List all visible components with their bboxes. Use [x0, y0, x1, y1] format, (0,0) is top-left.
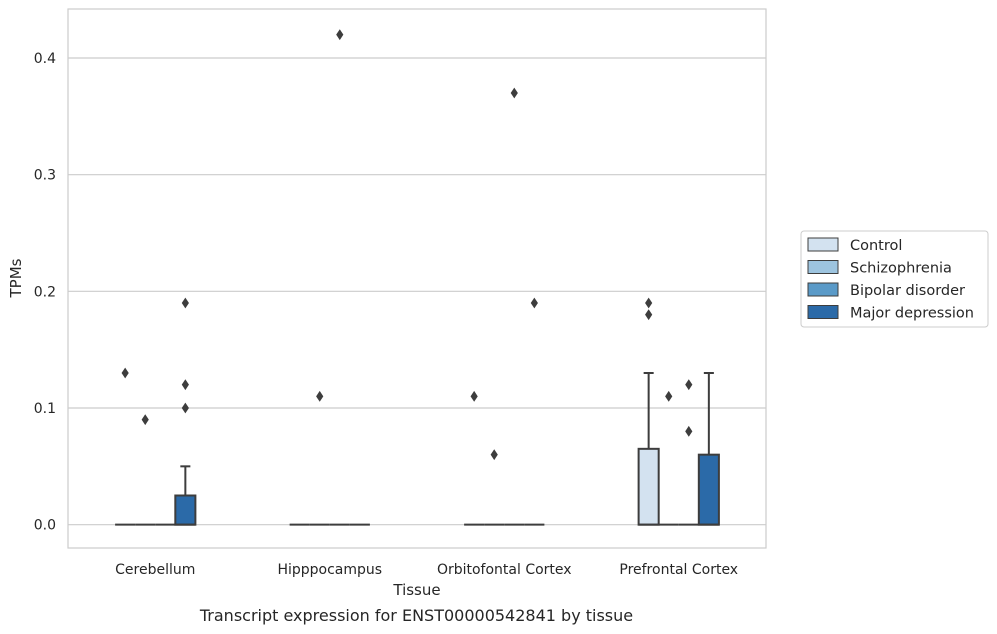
box-schizophrenia	[135, 414, 156, 526]
grid-lines	[68, 57, 766, 526]
y-tick-label: 0.1	[34, 401, 56, 417]
box-bipolar-disorder	[678, 379, 699, 526]
y-tick-label: 0.4	[34, 51, 56, 67]
legend-swatch	[807, 237, 839, 252]
y-tick-label: 0.2	[34, 284, 56, 300]
legend-label: Schizophrenia	[850, 261, 952, 277]
outlier-point	[121, 367, 129, 379]
outlier-point	[316, 390, 324, 402]
y-tick-label: 0.3	[34, 168, 56, 184]
box-schizophrenia	[484, 449, 505, 526]
outlier-point	[141, 414, 149, 426]
outlier-point	[645, 297, 653, 309]
outlier-point	[181, 402, 189, 414]
outlier-point	[645, 309, 653, 321]
legend-swatch	[807, 260, 839, 274]
x-axis-tick-labels: Cerebellum Hipppocampus Orbitofontal Corte…	[115, 562, 738, 578]
outlier-point	[665, 390, 673, 402]
y-axis-tick-labels: 0.0 0.1 0.2 0.3 0.4	[34, 51, 56, 534]
plot-area-border	[67, 8, 767, 549]
outlier-point	[490, 449, 498, 461]
box-plot-marks	[115, 29, 720, 526]
box-major-depression	[524, 297, 545, 526]
box-major-depression	[697, 372, 720, 526]
legend: Control Schizophrenia Bipolar disorder Majo…	[800, 230, 989, 328]
legend-swatch	[807, 282, 839, 297]
box-control	[637, 297, 660, 526]
box-bipolar-disorder	[504, 87, 525, 526]
box-schizophrenia	[309, 390, 330, 526]
box-schizophrenia	[658, 390, 679, 526]
outlier-point	[470, 390, 478, 402]
x-tick-label: Cerebellum	[115, 562, 195, 578]
box-control	[115, 367, 136, 526]
legend-label: Control	[850, 238, 902, 254]
outlier-point	[181, 297, 189, 309]
y-axis-title: TPMs	[7, 258, 25, 298]
box-iqr	[637, 447, 660, 526]
outlier-point	[181, 379, 189, 391]
legend-items: Control Schizophrenia Bipolar disorder Majo…	[807, 237, 974, 322]
outlier-point	[530, 297, 538, 309]
outlier-point	[336, 29, 344, 41]
outlier-point	[685, 379, 693, 391]
legend-frame	[800, 230, 989, 328]
y-tick-label: 0.0	[34, 518, 56, 534]
box-control	[464, 390, 485, 526]
outlier-point	[685, 425, 693, 437]
box-iqr	[174, 494, 197, 526]
box-bipolar-disorder	[329, 29, 350, 526]
x-tick-label: Prefrontal Cortex	[619, 562, 738, 578]
box-major-depression	[174, 297, 197, 526]
legend-label: Bipolar disorder	[850, 283, 965, 299]
outlier-point	[510, 87, 518, 99]
legend-swatch	[807, 305, 839, 319]
figure-caption: Transcript expression for ENST0000054284…	[199, 606, 634, 625]
x-axis-title: Tissue	[392, 581, 440, 599]
x-tick-label: Orbitofontal Cortex	[437, 562, 572, 578]
legend-label: Major depression	[850, 306, 974, 322]
box-iqr	[697, 453, 720, 526]
x-tick-label: Hipppocampus	[277, 562, 382, 578]
